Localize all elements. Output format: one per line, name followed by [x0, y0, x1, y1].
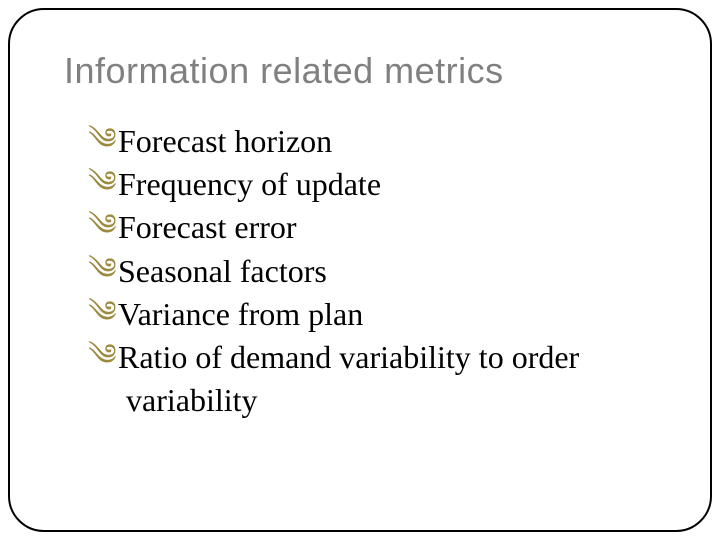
bullet-icon: ༄ [88, 293, 117, 334]
list-item-text: Seasonal factors [118, 253, 327, 289]
list-item: ༄ Forecast horizon [88, 120, 656, 163]
list-item: ༄ Ratio of demand variability to order [88, 336, 656, 379]
bullet-icon: ༄ [88, 206, 117, 247]
list-item-text: Ratio of demand variability to order [118, 339, 579, 375]
slide-title: Information related metrics [64, 50, 656, 92]
list-item: ༄ Forecast error [88, 206, 656, 249]
list-item-text: Variance from plan [118, 296, 363, 332]
list-item-text: Frequency of update [118, 166, 381, 202]
bullet-icon: ༄ [88, 120, 117, 161]
list-item: ༄ Variance from plan [88, 293, 656, 336]
list-item-text: Forecast error [118, 209, 297, 245]
list-item: ༄ Seasonal factors [88, 250, 656, 293]
list-item-continuation: variability [88, 379, 656, 422]
list-item-text: Forecast horizon [118, 123, 332, 159]
bullet-icon: ༄ [88, 250, 117, 291]
list-item: ༄ Frequency of update [88, 163, 656, 206]
bullet-icon: ༄ [88, 336, 117, 377]
bullet-list: ༄ Forecast horizon ༄ Frequency of update… [64, 120, 656, 422]
slide-frame: Information related metrics ༄ Forecast h… [8, 8, 712, 532]
bullet-icon: ༄ [88, 163, 117, 204]
